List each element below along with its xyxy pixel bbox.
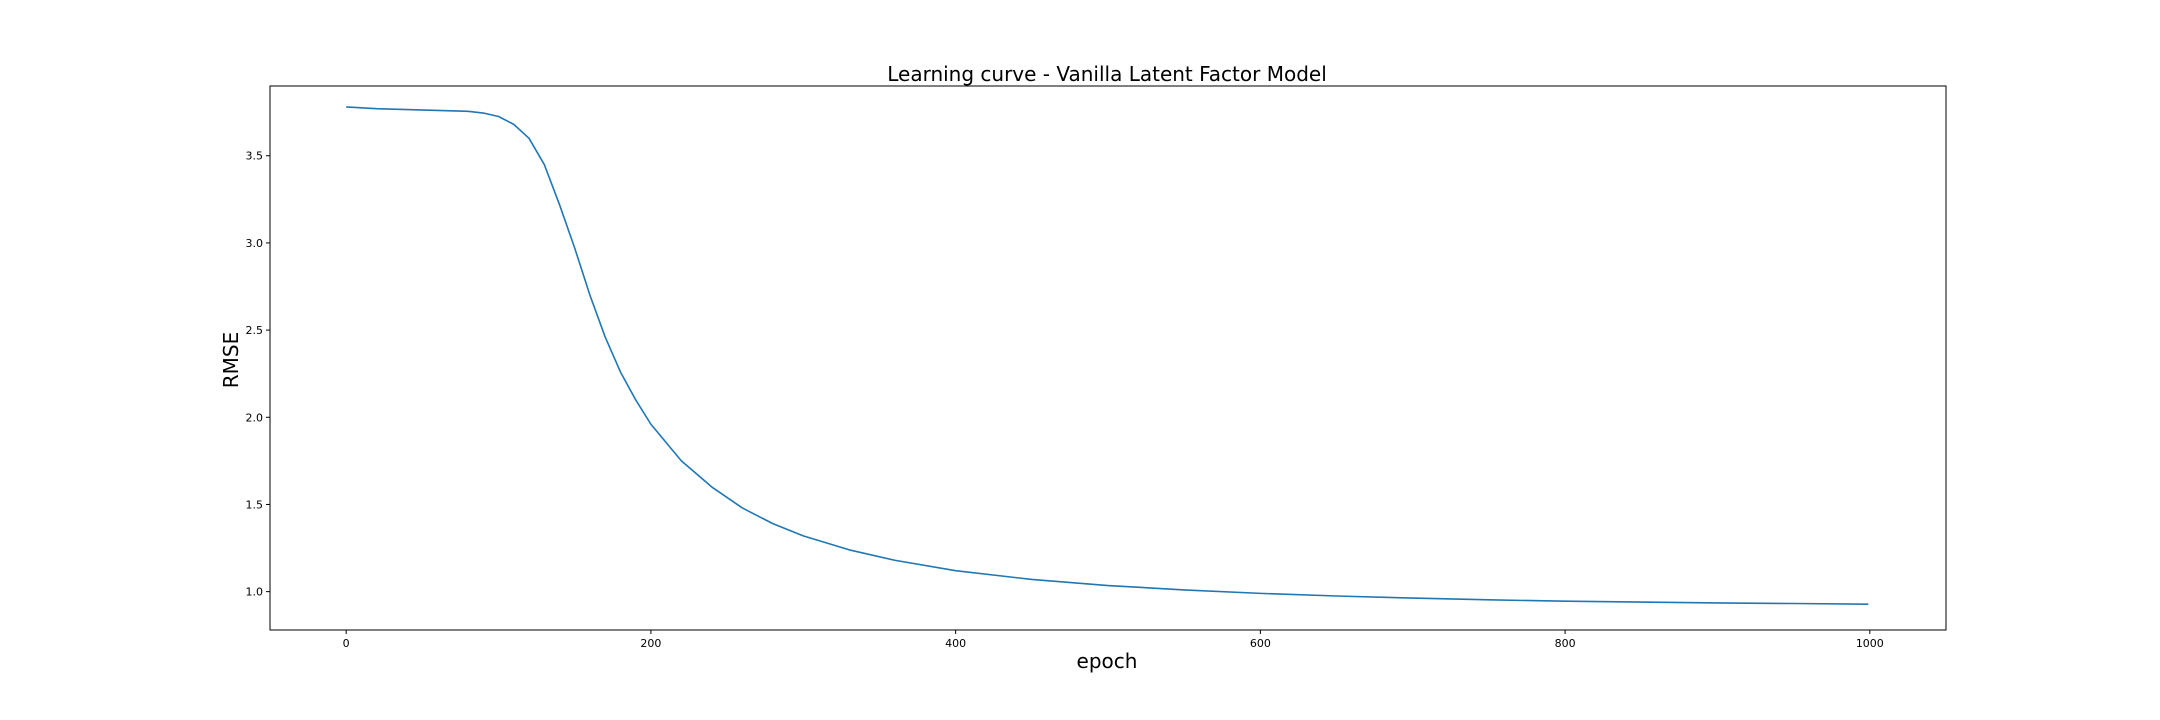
y-tick-label: 1.0 xyxy=(246,586,264,599)
series-layer xyxy=(346,106,1869,605)
x-tick-label: 1000 xyxy=(1856,637,1884,650)
plot-frame xyxy=(269,85,1947,631)
y-axis-ticks: 1.0 1.5 2.0 2.5 3.0 3.5 xyxy=(246,150,270,599)
plot-area xyxy=(269,85,1947,631)
chart-title: Learning curve - Vanilla Latent Factor M… xyxy=(887,62,1327,86)
x-tick-label: 800 xyxy=(1555,637,1576,650)
y-axis-label: RMSE xyxy=(219,332,243,388)
y-tick-label: 3.5 xyxy=(246,150,264,163)
x-tick-label: 400 xyxy=(945,637,966,650)
y-tick-label: 3.0 xyxy=(246,237,264,250)
y-tick-label: 1.5 xyxy=(246,498,264,511)
x-axis-label: epoch xyxy=(1077,649,1138,673)
plot-background xyxy=(270,86,1946,630)
x-tick-label: 200 xyxy=(640,637,661,650)
x-tick-label: 600 xyxy=(1250,637,1271,650)
x-tick-label: 0 xyxy=(343,637,350,650)
x-axis-ticks: 0 200 400 600 800 1000 xyxy=(343,630,1884,650)
series-line-0 xyxy=(346,106,1869,605)
y-tick-label: 2.5 xyxy=(246,324,264,337)
y-tick-label: 2.0 xyxy=(246,411,264,424)
